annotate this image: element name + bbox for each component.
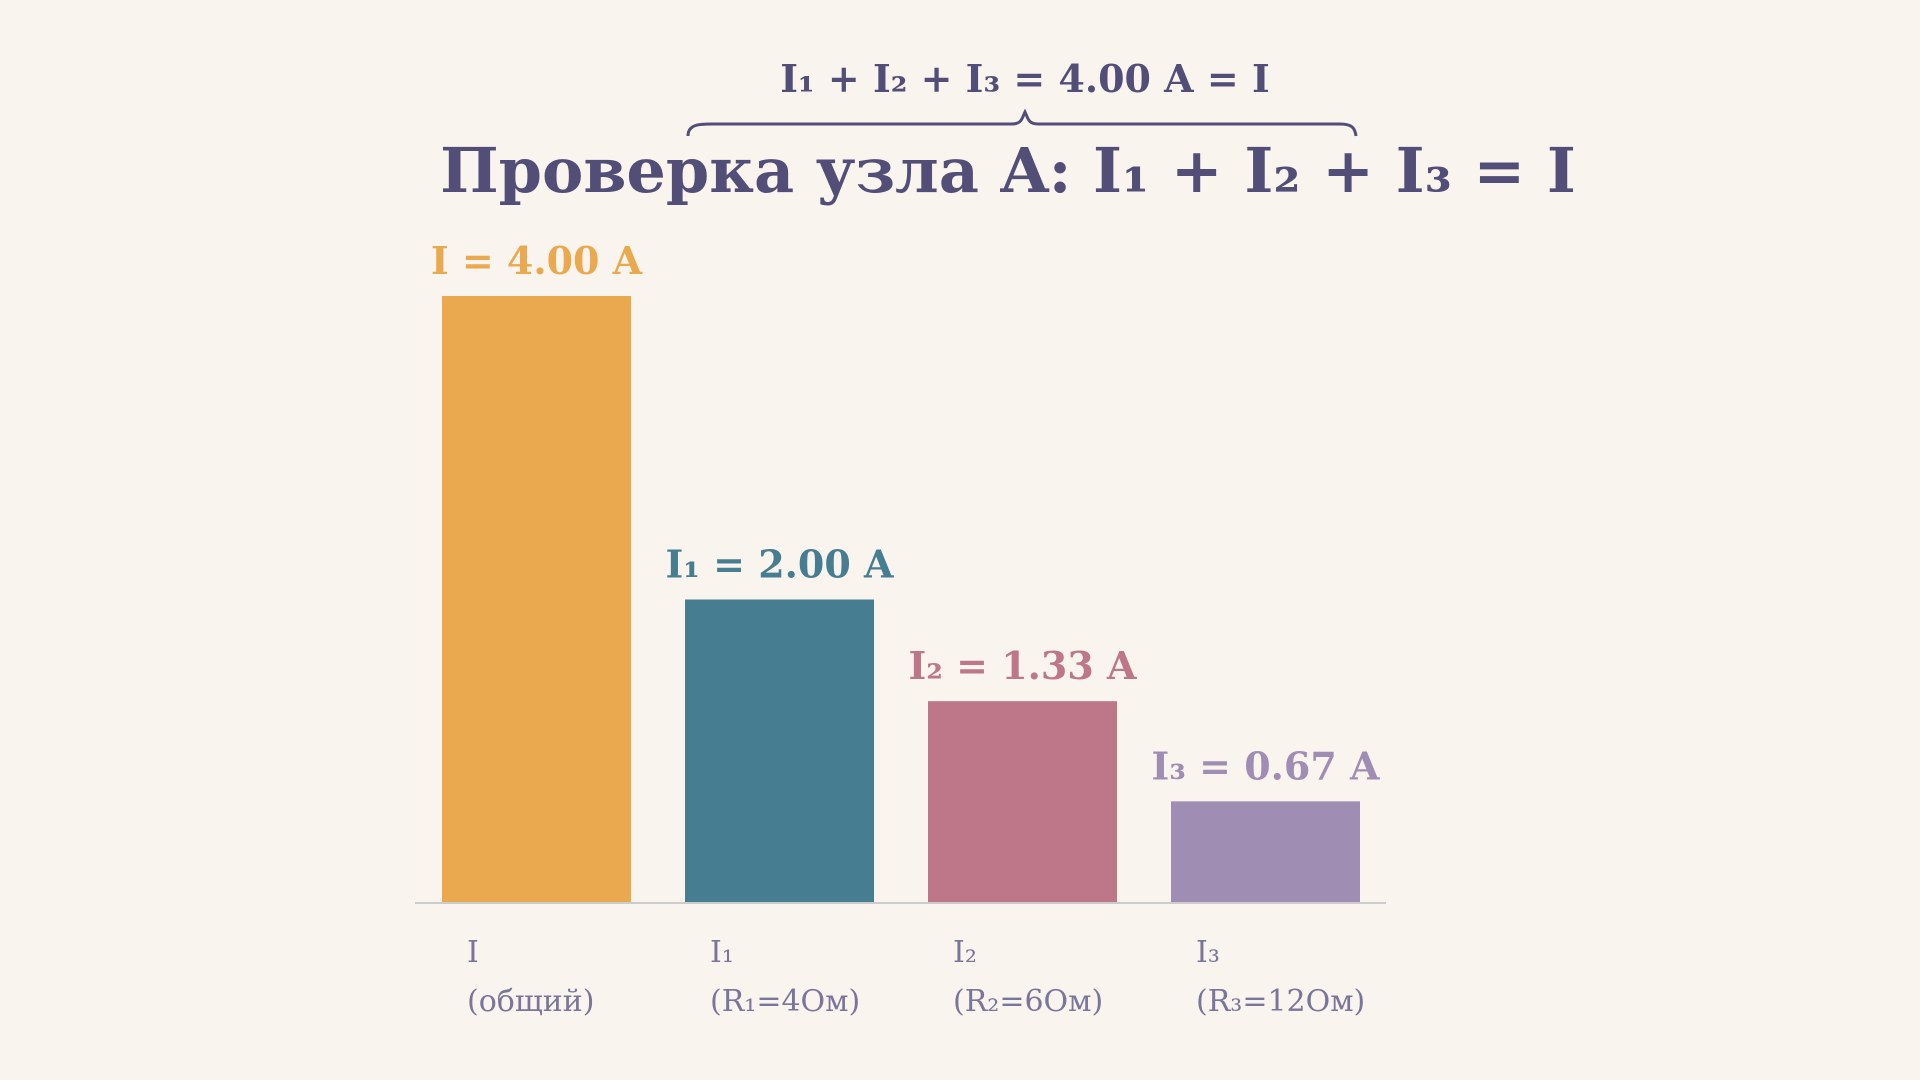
bar-2 <box>928 701 1117 903</box>
brace-mark <box>686 108 1358 137</box>
category-label-0-line-1: (общий) <box>467 984 594 1019</box>
value-label-1: I₁ = 2.00 A <box>666 542 894 587</box>
chart-title: Проверка узла A: I₁ + I₂ + I₃ = I <box>440 134 1576 207</box>
bar-3 <box>1171 801 1360 903</box>
category-label-2-line-1: (R₂=6Ом) <box>953 984 1103 1019</box>
bars-group: I = 4.00 A I₁ = 2.00 A I₂ = 1.33 A I₃ = 0.6… <box>431 238 1380 903</box>
category-label-3-line-1: (R₃=12Ом) <box>1196 984 1365 1019</box>
value-label-2: I₂ = 1.33 A <box>909 643 1137 688</box>
category-labels: I (общий) I₁ (R₁=4Ом) I₂ (R₂=6Ом) I₃ (R₃=12Ом) <box>467 935 1365 1019</box>
value-label-0: I = 4.00 A <box>431 238 643 283</box>
category-label-3-line-0: I₃ <box>1196 935 1220 970</box>
bar-1 <box>685 599 874 903</box>
value-label-3: I₃ = 0.67 A <box>1152 743 1380 788</box>
category-label-1-line-0: I₁ <box>710 935 734 970</box>
category-label-1-line-1: (R₁=4Ом) <box>710 984 860 1019</box>
bar-0 <box>442 296 631 903</box>
sum-annotation: I₁ + I₂ + I₃ = 4.00 A = I <box>780 56 1270 101</box>
category-label-2-line-0: I₂ <box>953 935 977 970</box>
category-label-0-line-0: I <box>467 935 479 970</box>
